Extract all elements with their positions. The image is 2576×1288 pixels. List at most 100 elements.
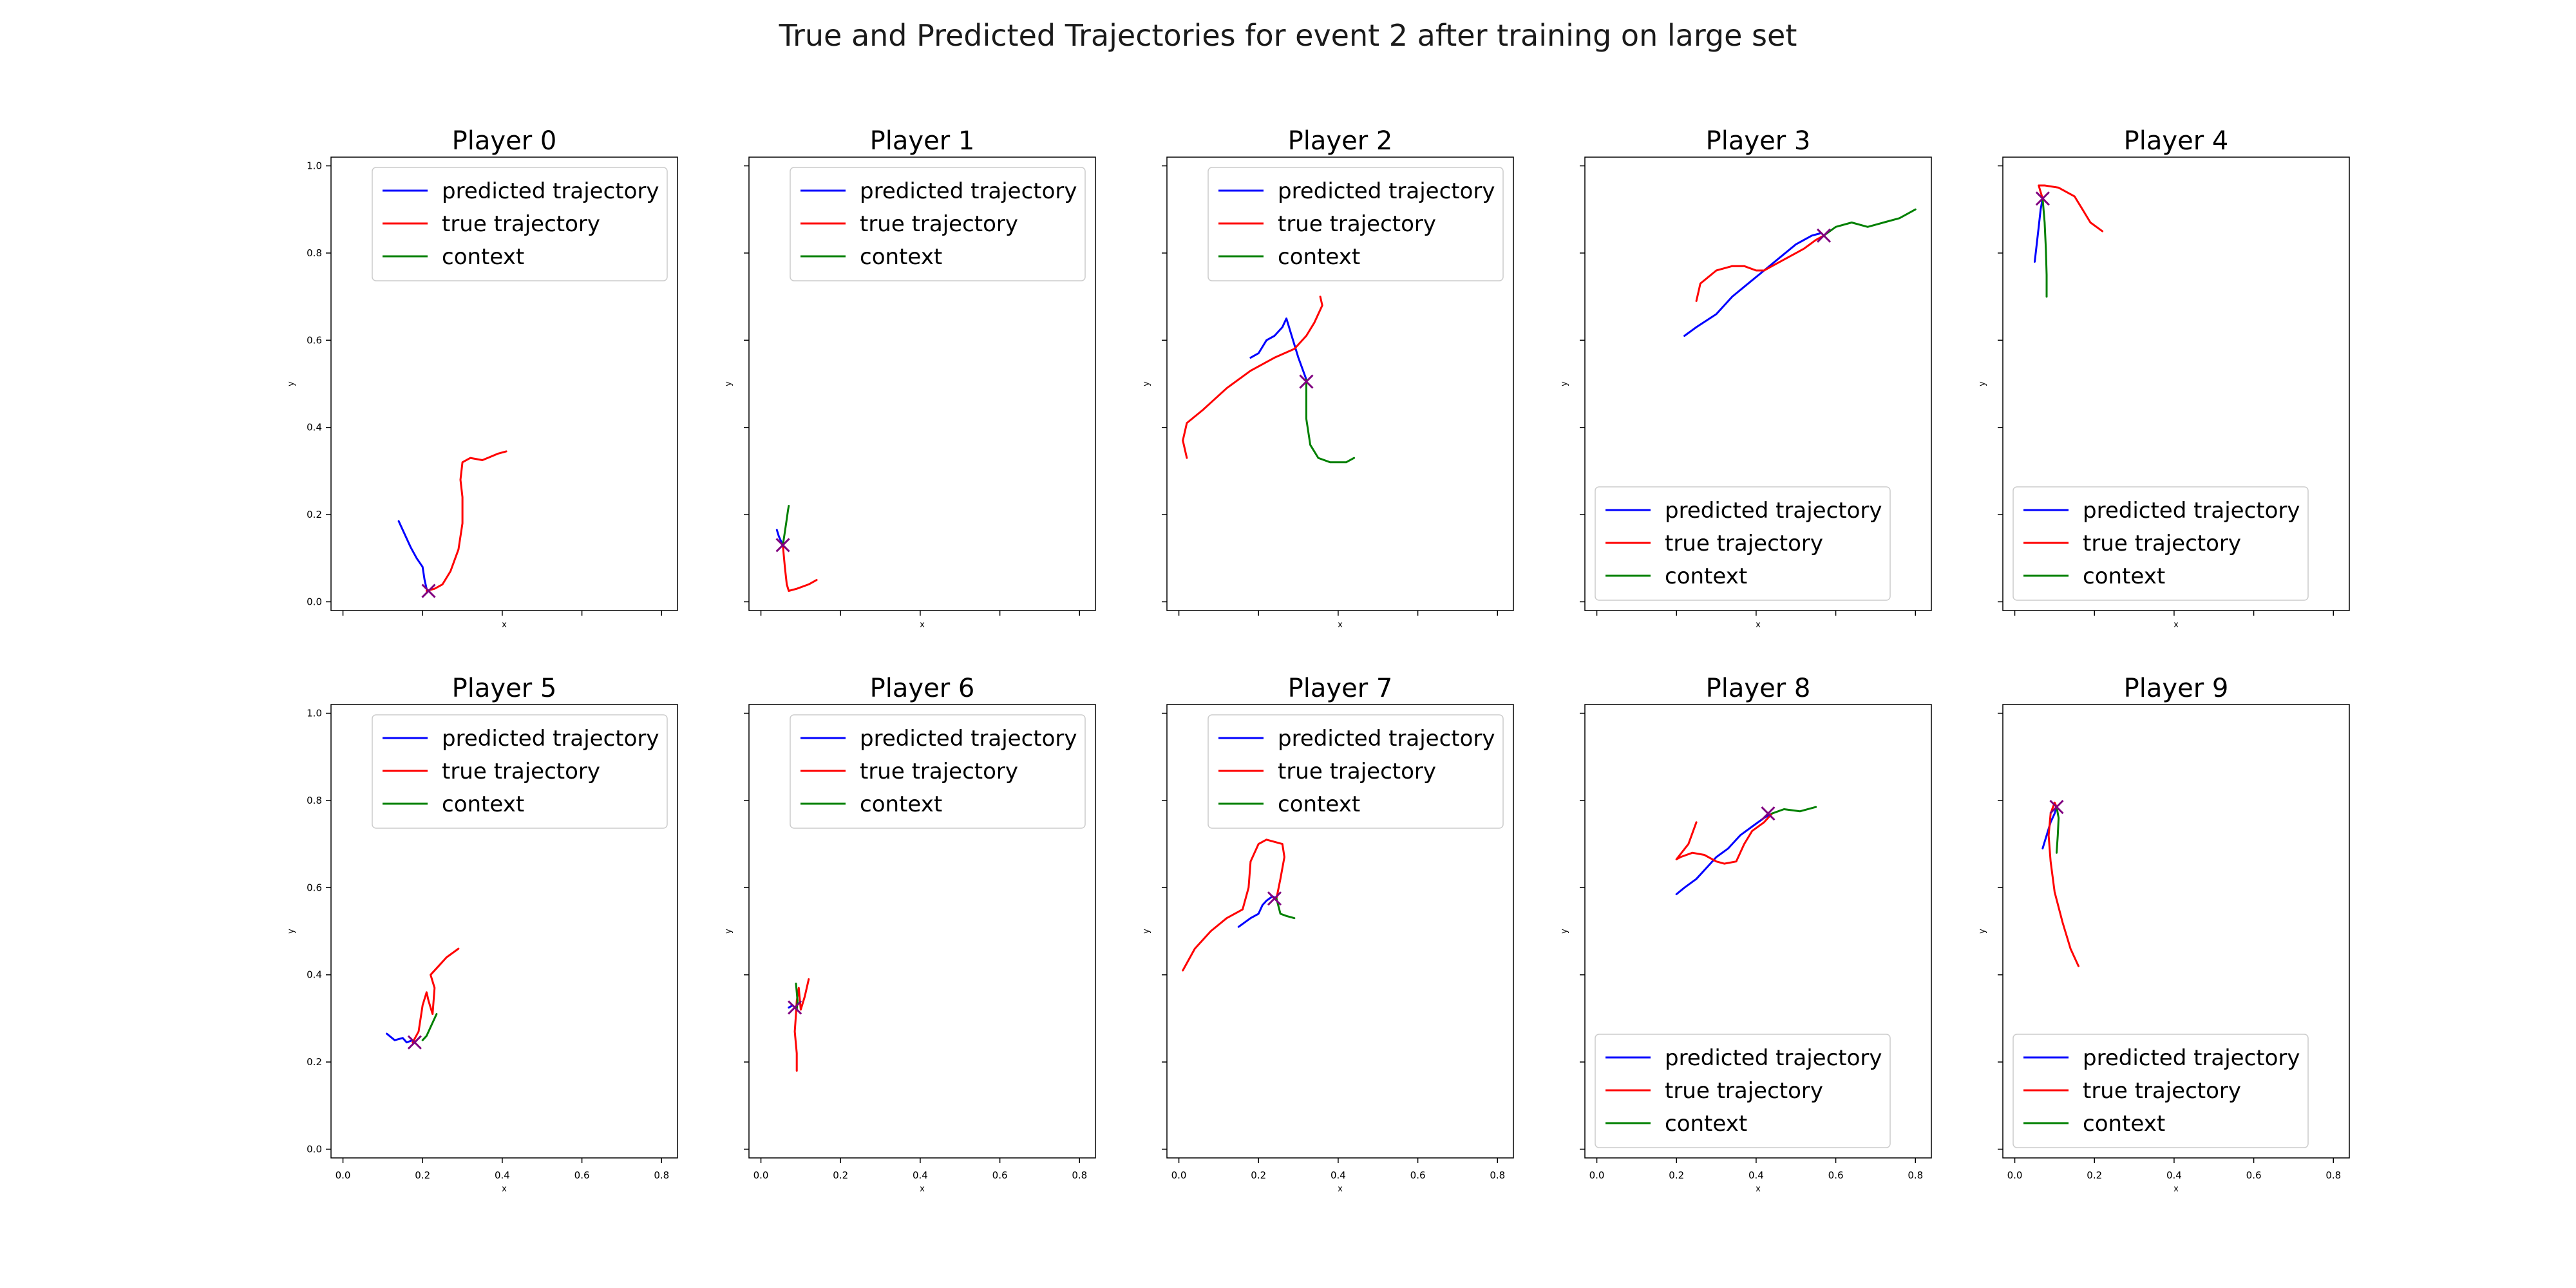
series-true-line — [2047, 801, 2079, 967]
legend-label-context: context — [1278, 791, 1360, 817]
y-axis-label: y — [724, 929, 734, 934]
legend: predicted trajectory true trajectory conte… — [372, 167, 668, 281]
x-tick-label: 0.2 — [1669, 1170, 1684, 1181]
x-tick-label: 0.2 — [2087, 1170, 2102, 1181]
subplot-player-9: Player 9 0.0 0.2 0.4 0.6 0.8 x y predicted traje… — [1978, 674, 2350, 1194]
x-tick-label: 0.4 — [495, 1170, 510, 1181]
legend-label-true: true trajectory — [2083, 1078, 2241, 1104]
subplot-player-2: Player 2 x y predicted trajectory true traje… — [1142, 126, 1514, 630]
y-axis-label: y — [1142, 381, 1151, 386]
y-axis-label: y — [1560, 381, 1569, 386]
x-tick-label: 0.8 — [1490, 1170, 1505, 1181]
x-axis-label: x — [1338, 1184, 1343, 1194]
position-marker — [1761, 806, 1776, 821]
legend-label-true: true trajectory — [860, 759, 1018, 784]
series-predicted-line — [775, 529, 784, 546]
x-tick-label: 0.6 — [574, 1170, 590, 1181]
subplot-title: Player 4 — [2124, 126, 2229, 156]
legend-label-context: context — [1665, 564, 1747, 589]
x-tick-label: 0.8 — [1072, 1170, 1087, 1181]
legend-box — [1208, 714, 1504, 829]
subplot-title: Player 0 — [452, 126, 557, 156]
position-marker — [1299, 374, 1314, 389]
x-tick-label: 0.0 — [2007, 1170, 2023, 1181]
y-axis-label: y — [1978, 929, 1987, 934]
legend: predicted trajectory true trajectory conte… — [2012, 1034, 2309, 1148]
subplot-title: Player 8 — [1706, 674, 1811, 703]
x-tick-label: 0.2 — [415, 1170, 430, 1181]
y-axis-label: y — [1142, 929, 1151, 934]
x-axis-label: x — [1756, 620, 1761, 630]
subplot-title: Player 9 — [2124, 674, 2229, 703]
series-context-line — [1823, 208, 1917, 237]
y-tick-label: 0.8 — [307, 795, 322, 806]
x-axis-label: x — [920, 1184, 925, 1194]
x-axis-label: x — [502, 1184, 507, 1194]
series-context-line — [1305, 378, 1356, 464]
subplot-player-7: Player 7 0.0 0.2 0.4 0.6 0.8 x y predicted traje… — [1142, 674, 1514, 1194]
series-context-line — [421, 1013, 438, 1041]
subplot-player-8: Player 8 0.0 0.2 0.4 0.6 0.8 x y predicted traje… — [1560, 674, 1932, 1194]
subplot-player-5: Player 5 0.0 0.2 0.4 0.6 0.8 0.0 0.2 0.4 0.6 0.8 1.… — [287, 674, 678, 1194]
legend-label-predicted: predicted trajectory — [2083, 1045, 2300, 1071]
x-tick-label: 0.0 — [753, 1170, 769, 1181]
y-tick-label: 0.0 — [307, 596, 322, 607]
legend-label-predicted: predicted trajectory — [1665, 498, 1882, 524]
legend-label-predicted: predicted trajectory — [860, 178, 1077, 204]
legend-label-context: context — [860, 244, 942, 270]
legend-label-predicted: predicted trajectory — [1665, 1045, 1882, 1071]
legend-label-context: context — [1665, 1111, 1747, 1137]
y-tick-label: 0.2 — [307, 1056, 322, 1068]
position-marker — [1267, 891, 1282, 906]
x-tick-label: 0.4 — [1331, 1170, 1346, 1181]
position-marker — [1816, 228, 1832, 243]
legend-label-true: true trajectory — [860, 211, 1018, 237]
legend-box — [790, 167, 1086, 281]
series-predicted-line — [2034, 197, 2044, 263]
y-axis-label: y — [287, 381, 296, 386]
position-marker — [2049, 800, 2064, 815]
series-context-line — [782, 505, 790, 546]
legend-label-true: true trajectory — [1278, 211, 1436, 237]
legend: predicted trajectory true trajectory conte… — [1208, 167, 1504, 281]
series-context-line — [1275, 897, 1296, 920]
x-axis-label: x — [2174, 1184, 2179, 1194]
y-axis-label: y — [1978, 381, 1987, 386]
legend-label-predicted: predicted trajectory — [1278, 726, 1495, 752]
series-predicted-line — [397, 520, 428, 590]
x-axis-label: x — [1338, 620, 1343, 630]
series-true-line — [412, 947, 460, 1044]
x-tick-label: 0.2 — [1251, 1170, 1266, 1181]
y-axis-label: y — [287, 929, 296, 934]
legend-label-predicted: predicted trajectory — [442, 178, 659, 204]
series-context-line — [2041, 197, 2048, 298]
legend-box — [790, 714, 1086, 829]
subplot-title: Player 7 — [1288, 674, 1393, 703]
legend-label-predicted: predicted trajectory — [2083, 498, 2300, 524]
subplot-title: Player 6 — [870, 674, 975, 703]
legend-label-context: context — [442, 791, 524, 817]
legend-label-context: context — [1278, 244, 1360, 270]
y-tick-label: 0.4 — [307, 422, 322, 433]
subplot-player-4: Player 4 x y predicted trajectory true traje… — [1978, 126, 2350, 630]
legend-label-predicted: predicted trajectory — [1278, 178, 1495, 204]
x-tick-label: 0.4 — [913, 1170, 928, 1181]
legend-box — [2012, 486, 2309, 601]
legend-label-predicted: predicted trajectory — [860, 726, 1077, 752]
series-predicted-line — [386, 1032, 414, 1044]
legend: predicted trajectory true trajectory conte… — [2012, 486, 2309, 601]
series-true-line — [1182, 296, 1323, 459]
series-true-line — [1675, 812, 1774, 865]
legend-label-true: true trajectory — [1665, 531, 1823, 556]
y-tick-label: 0.8 — [307, 247, 322, 259]
series-predicted-line — [1683, 232, 1821, 337]
subplot-title: Player 3 — [1706, 126, 1811, 156]
subplot-player-1: Player 1 x y predicted trajectory true traje… — [724, 126, 1096, 630]
legend-box — [372, 167, 668, 281]
x-tick-label: 0.6 — [1828, 1170, 1844, 1181]
x-tick-label: 0.8 — [2325, 1170, 2341, 1181]
x-axis-label: x — [1756, 1184, 1761, 1194]
position-marker — [407, 1035, 422, 1050]
y-tick-label: 1.0 — [307, 160, 322, 172]
legend-label-true: true trajectory — [1665, 1078, 1823, 1104]
